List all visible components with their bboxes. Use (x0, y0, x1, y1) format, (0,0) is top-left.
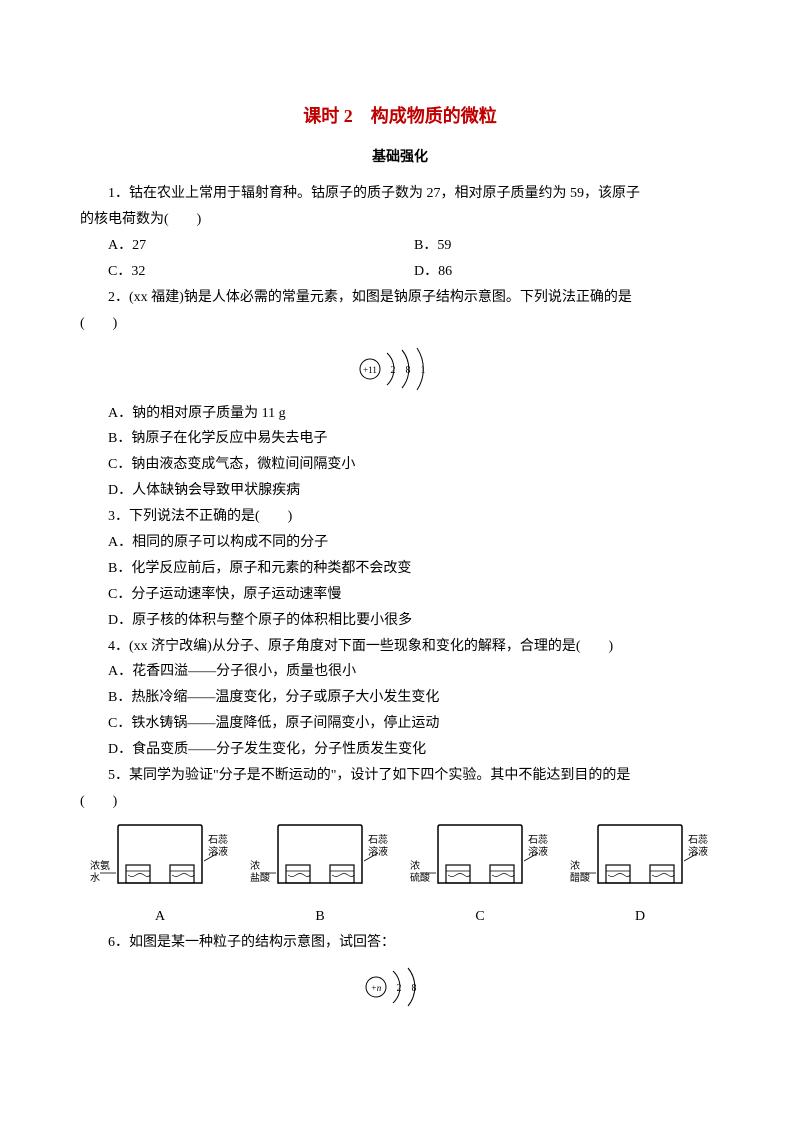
q2-shell1: 2 (391, 365, 396, 376)
q5-expA: 浓氨 水 石蕊 溶液 (83, 823, 237, 902)
svg-text:盐酸: 盐酸 (250, 871, 270, 884)
q5-labA: A (83, 904, 237, 930)
svg-text:溶液: 溶液 (368, 845, 388, 858)
svg-text:溶液: 溶液 (528, 845, 548, 858)
q1-optB: B．59 (414, 233, 720, 259)
svg-text:硫酸: 硫酸 (410, 871, 430, 884)
q2-optD: D．人体缺钠会导致甲状腺疾病 (80, 478, 720, 504)
q4-optD: D．食品变质——分子发生变化，分子性质发生变化 (80, 737, 720, 763)
q5-stem-line2: ( ) (80, 789, 720, 815)
q6-nucleus-text: +n (371, 983, 382, 993)
svg-text:水: 水 (90, 872, 100, 884)
svg-text:醋酸: 醋酸 (570, 871, 590, 884)
q6-shell2: 8 (412, 983, 417, 994)
q1-stem-line1: 1．钴在农业上常用于辐射育种。钴原子的质子数为 27，相对原子质量约为 59，该… (80, 181, 720, 207)
q2-optC: C．钠由液态变成气态，微粒间间隔变小 (80, 452, 720, 478)
q5-expA-left: 浓氨 (90, 859, 110, 872)
q2-nucleus-text: +11 (363, 365, 377, 375)
q1-optA: A．27 (108, 233, 414, 259)
q4-optB: B．热胀冷缩——温度变化，分子或原子大小发生变化 (80, 685, 720, 711)
q5-exp-labels: A B C D (80, 904, 720, 930)
q5-expC: 浓 硫酸 石蕊 溶液 (403, 823, 557, 902)
svg-text:石蕊: 石蕊 (688, 834, 708, 846)
svg-text:溶液: 溶液 (208, 845, 228, 858)
q1-options-row1: A．27 B．59 (80, 233, 720, 259)
svg-text:浓: 浓 (410, 860, 420, 872)
svg-text:浓: 浓 (570, 860, 580, 872)
q2-optA: A．钠的相对原子质量为 11 g (80, 401, 720, 427)
q2-atom-diagram: +11 2 8 1 (80, 343, 720, 395)
q6-stem: 6．如图是某一种粒子的结构示意图，试回答： (80, 930, 720, 956)
q6-atom-diagram: +n 2 8 (80, 962, 720, 1012)
section-subtitle: 基础强化 (80, 145, 720, 171)
q1-options-row2: C．32 D．86 (80, 259, 720, 285)
q6-shell1: 2 (397, 983, 402, 994)
q2-shell2: 8 (406, 365, 411, 376)
q4-stem: 4．(xx 济宁改编)从分子、原子角度对下面一些现象和变化的解释，合理的是( ) (80, 634, 720, 660)
q5-labC: C (403, 904, 557, 930)
q2-stem-line2: ( ) (80, 311, 720, 337)
q4-optA: A．花香四溢——分子很小，质量也很小 (80, 659, 720, 685)
q3-stem: 3．下列说法不正确的是( ) (80, 504, 720, 530)
q3-optB: B．化学反应前后，原子和元素的种类都不会改变 (80, 556, 720, 582)
q3-optA: A．相同的原子可以构成不同的分子 (80, 530, 720, 556)
q2-stem-line1: 2．(xx 福建)钠是人体必需的常量元素，如图是钠原子结构示意图。下列说法正确的… (80, 285, 720, 311)
q5-expD: 浓 醋酸 石蕊 溶液 (563, 823, 717, 902)
q2-optB: B．钠原子在化学反应中易失去电子 (80, 426, 720, 452)
svg-text:溶液: 溶液 (688, 845, 708, 858)
q3-optC: C．分子运动速率快，原子运动速率慢 (80, 582, 720, 608)
svg-text:石蕊: 石蕊 (208, 834, 228, 846)
q5-stem-line1: 5．某同学为验证"分子是不断运动的"，设计了如下四个实验。其中不能达到目的的是 (80, 763, 720, 789)
q1-optC: C．32 (108, 259, 414, 285)
svg-text:石蕊: 石蕊 (528, 834, 548, 846)
q5-labD: D (563, 904, 717, 930)
svg-text:浓: 浓 (250, 860, 260, 872)
page-title: 课时 2 构成物质的微粒 (80, 100, 720, 133)
q5-labB: B (243, 904, 397, 930)
q1-stem-line2: 的核电荷数为( ) (80, 207, 720, 233)
q5-expB: 浓 盐酸 石蕊 溶液 (243, 823, 397, 902)
q5-experiment-row: 浓氨 水 石蕊 溶液 浓 盐酸 石蕊 溶液 (80, 823, 720, 902)
q2-shell3: 1 (421, 365, 426, 376)
svg-text:石蕊: 石蕊 (368, 834, 388, 846)
q3-optD: D．原子核的体积与整个原子的体积相比要小很多 (80, 608, 720, 634)
q1-optD: D．86 (414, 259, 720, 285)
q4-optC: C．铁水铸锅——温度降低，原子间隔变小，停止运动 (80, 711, 720, 737)
